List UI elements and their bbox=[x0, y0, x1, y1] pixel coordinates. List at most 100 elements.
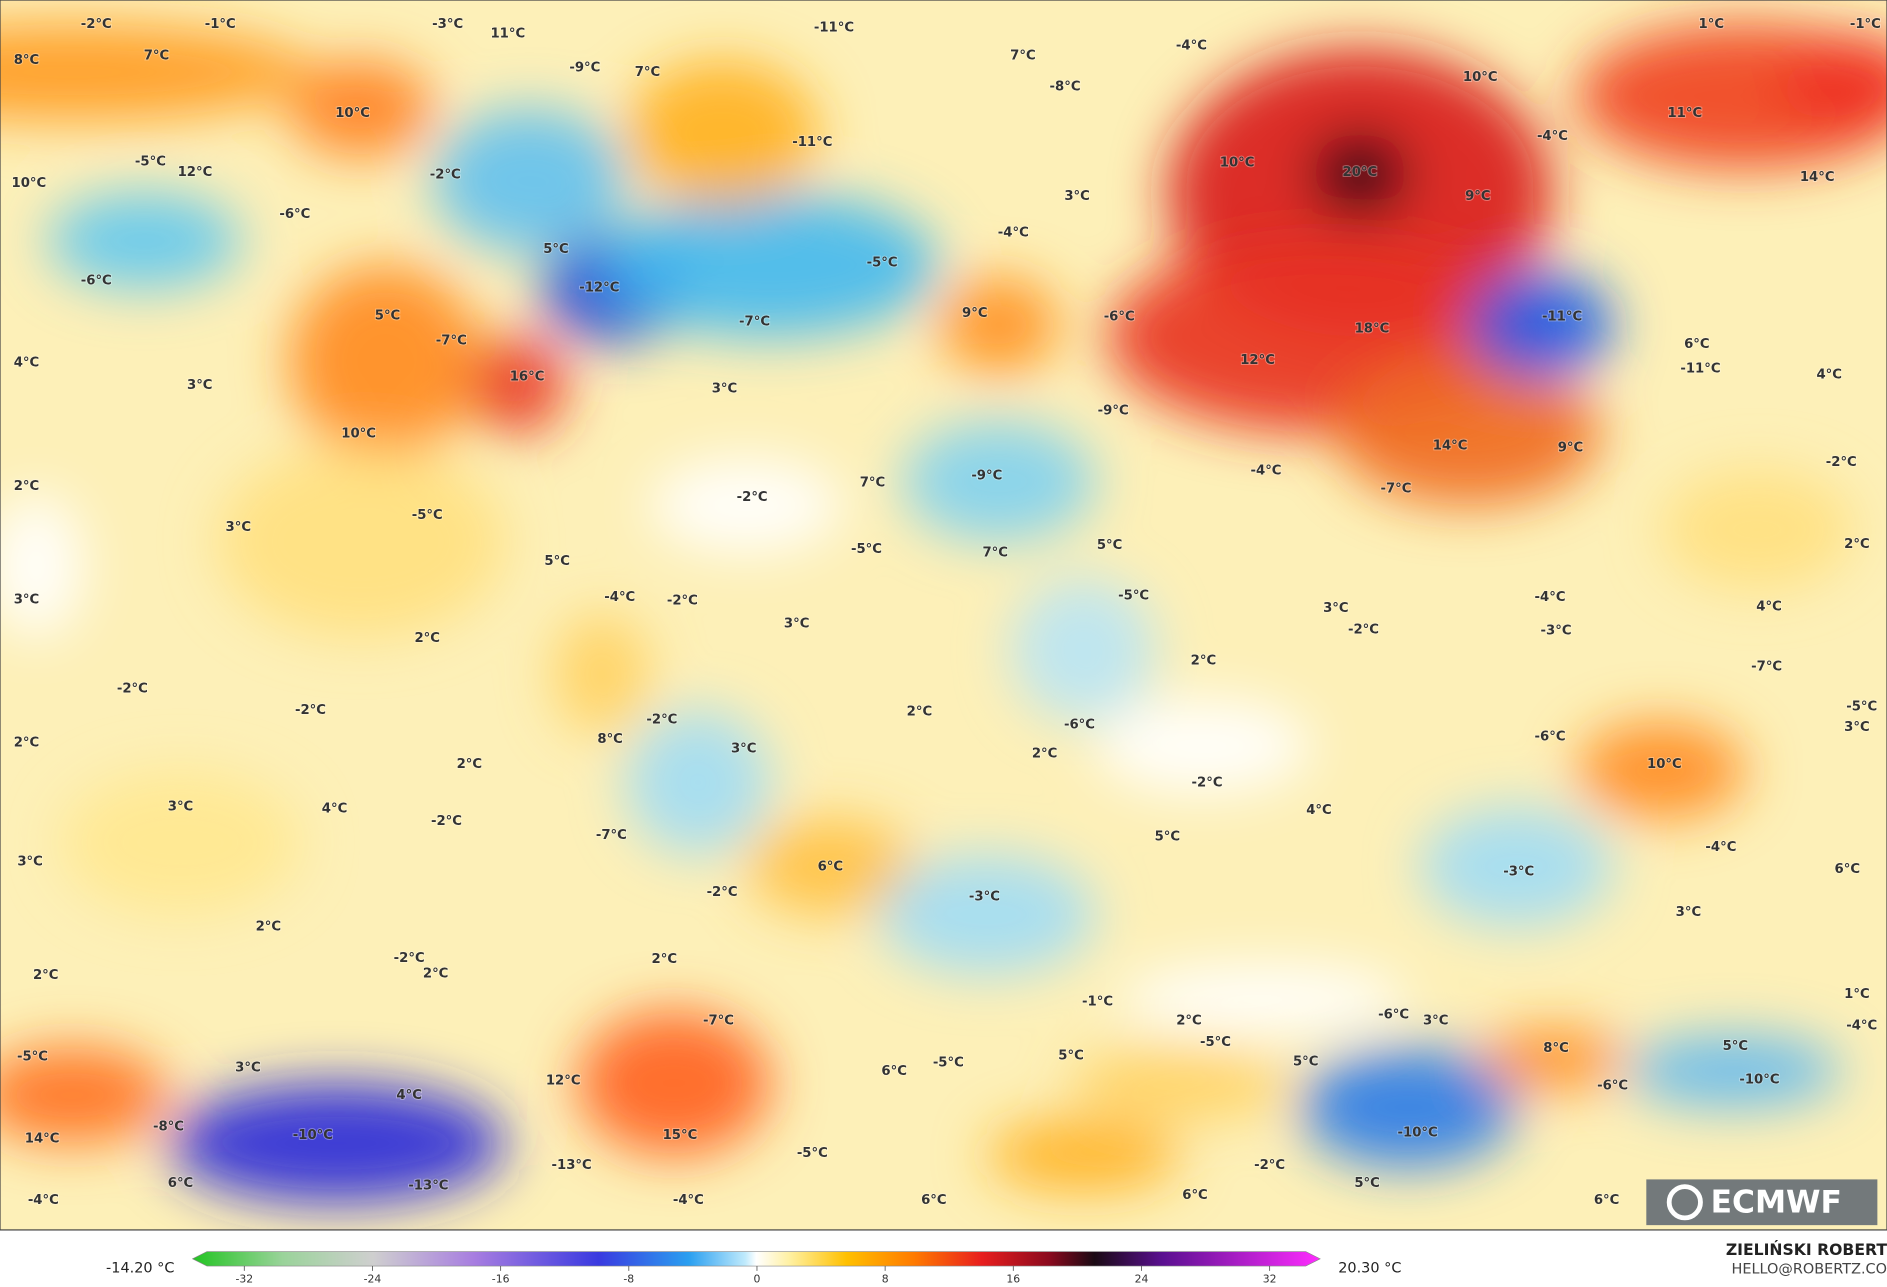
temperature-label: -2°C bbox=[81, 17, 112, 32]
temperature-label: 5°C bbox=[543, 242, 569, 257]
temperature-label: -6°C bbox=[81, 273, 112, 288]
temperature-label: -4°C bbox=[1846, 1018, 1877, 1033]
temperature-label: -2°C bbox=[431, 814, 462, 829]
temperature-label: -2°C bbox=[667, 594, 698, 609]
temperature-region bbox=[0, 24, 313, 121]
temperature-label: -3°C bbox=[432, 17, 463, 32]
temperature-region bbox=[649, 457, 843, 554]
temperature-label: 2°C bbox=[1176, 1014, 1202, 1029]
temperature-label: -5°C bbox=[867, 255, 898, 270]
temperature-region bbox=[986, 1119, 1180, 1192]
temperature-label: -11°C bbox=[1680, 361, 1720, 376]
temperature-label: -6°C bbox=[1378, 1008, 1409, 1023]
temperature-label: 18°C bbox=[1355, 322, 1390, 337]
temperature-label: -9°C bbox=[1098, 403, 1129, 418]
temperature-label: -2°C bbox=[117, 681, 148, 696]
temperature-region bbox=[878, 854, 1096, 975]
colorbar-min: -14.20 °C bbox=[106, 1260, 174, 1276]
temperature-label: -7°C bbox=[739, 314, 770, 329]
temperature-label: -12°C bbox=[579, 281, 619, 296]
temperature-label: 6°C bbox=[1182, 1188, 1208, 1203]
temperature-label: -4°C bbox=[1537, 129, 1568, 144]
temperature-region bbox=[1468, 270, 1613, 380]
temperature-region bbox=[288, 264, 482, 458]
temperature-region bbox=[216, 445, 506, 638]
temperature-label: 9°C bbox=[962, 306, 988, 321]
temperature-region bbox=[1660, 469, 1854, 590]
temperature-label: 2°C bbox=[33, 968, 59, 983]
colorbar-tick-label: 24 bbox=[1135, 1272, 1149, 1285]
temperature-label: -2°C bbox=[646, 713, 677, 728]
temperature-field bbox=[0, 0, 1887, 1230]
temperature-label: 7°C bbox=[1010, 48, 1036, 63]
temperature-label: 7°C bbox=[860, 476, 886, 491]
temperature-region bbox=[1576, 722, 1745, 819]
temperature-label: 11°C bbox=[490, 27, 525, 42]
temperature-region bbox=[553, 613, 650, 735]
temperature-label: -4°C bbox=[1705, 840, 1736, 855]
temperature-label: -5°C bbox=[933, 1056, 964, 1071]
temperature-label: -7°C bbox=[703, 1014, 734, 1029]
temperature-label: 6°C bbox=[818, 859, 844, 874]
temperature-region bbox=[0, 1047, 169, 1144]
colorbar-tick-label: 32 bbox=[1263, 1272, 1277, 1285]
temperature-label: 3°C bbox=[1676, 905, 1702, 920]
temperature-label: 15°C bbox=[663, 1128, 698, 1143]
temperature-region bbox=[60, 770, 301, 915]
temperature-label: 10°C bbox=[1463, 70, 1498, 85]
temperature-label: -3°C bbox=[969, 890, 1000, 905]
temperature-region bbox=[48, 192, 241, 289]
temperature-label: 5°C bbox=[544, 554, 570, 569]
temperature-label: -3°C bbox=[1503, 864, 1534, 879]
temperature-label: 5°C bbox=[1058, 1048, 1084, 1063]
temperature-label: 8°C bbox=[597, 732, 623, 747]
temperature-region bbox=[433, 108, 626, 253]
temperature-label: 5°C bbox=[1097, 538, 1123, 553]
temperature-label: 4°C bbox=[322, 802, 348, 817]
temperature-label: 3°C bbox=[784, 616, 810, 631]
temperature-label: 7°C bbox=[982, 545, 1008, 560]
colorbar-tick-label: 0 bbox=[754, 1272, 761, 1285]
temperature-label: -4°C bbox=[1535, 590, 1566, 605]
temperature-label: -10°C bbox=[1398, 1125, 1438, 1140]
temperature-label: -5°C bbox=[135, 154, 166, 169]
temperature-label: 3°C bbox=[187, 378, 213, 393]
temperature-region bbox=[746, 818, 915, 915]
temperature-region bbox=[625, 60, 819, 205]
temperature-label: 10°C bbox=[12, 176, 47, 191]
temperature-label: -4°C bbox=[1176, 39, 1207, 54]
temperature-label: -6°C bbox=[279, 207, 310, 222]
temperature-label: 10°C bbox=[335, 106, 370, 121]
temperature-label: -6°C bbox=[1104, 310, 1135, 325]
temperature-region bbox=[1420, 806, 1613, 927]
temperature-label: -5°C bbox=[17, 1050, 48, 1065]
temperature-label: -2°C bbox=[1348, 622, 1379, 637]
temperature-label: -2°C bbox=[295, 703, 326, 718]
temperature-label: 2°C bbox=[414, 631, 440, 646]
temperature-label: -6°C bbox=[1535, 730, 1566, 745]
temperature-region bbox=[577, 1010, 771, 1156]
temperature-label: -6°C bbox=[1064, 717, 1095, 732]
colorbar-tick-label: -24 bbox=[364, 1272, 382, 1285]
temperature-label: 2°C bbox=[1844, 537, 1870, 552]
temperature-label: -6°C bbox=[1597, 1079, 1628, 1094]
colorbar-scale bbox=[191, 1251, 1321, 1267]
temperature-label: 6°C bbox=[921, 1193, 947, 1208]
temperature-label: -5°C bbox=[797, 1146, 828, 1161]
temperature-label: -10°C bbox=[293, 1128, 333, 1143]
temperature-label: -11°C bbox=[814, 21, 854, 36]
temperature-label: 3°C bbox=[168, 799, 194, 814]
temperature-label: -9°C bbox=[569, 60, 600, 75]
temperature-label: 5°C bbox=[1293, 1054, 1319, 1069]
temperature-label: 2°C bbox=[907, 704, 933, 719]
temperature-region bbox=[1071, 1047, 1288, 1120]
temperature-label: 3°C bbox=[1064, 189, 1090, 204]
temperature-label: 2°C bbox=[457, 757, 483, 772]
temperature-label: 16°C bbox=[510, 370, 545, 385]
temperature-label: 14°C bbox=[25, 1131, 60, 1146]
temperature-label: -8°C bbox=[153, 1119, 184, 1134]
temperature-label: -2°C bbox=[1192, 775, 1223, 790]
temperature-label: 3°C bbox=[226, 520, 252, 535]
temperature-label: -11°C bbox=[792, 135, 832, 150]
